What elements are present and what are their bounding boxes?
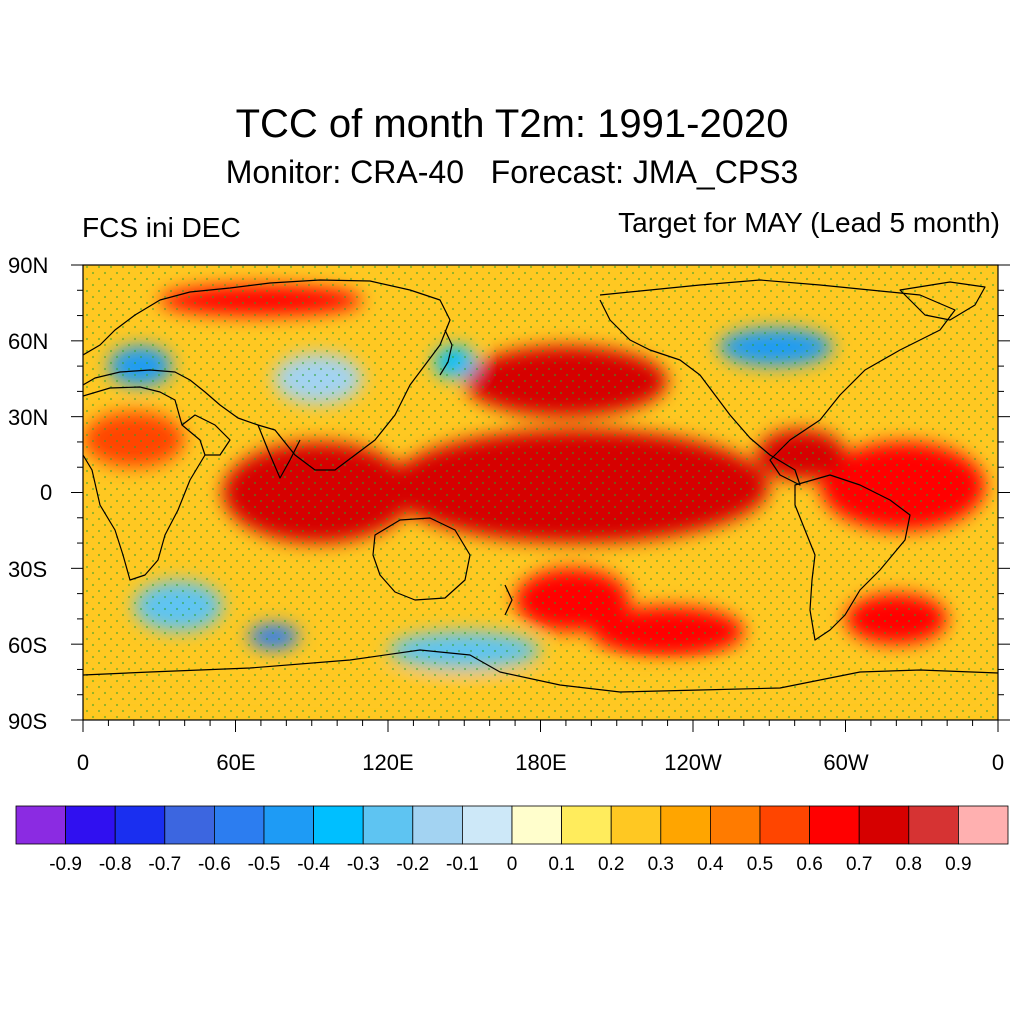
colorbar-swatch	[660, 805, 711, 845]
colorbar-label: -0.7	[148, 854, 182, 875]
colorbar-swatch	[561, 805, 612, 845]
south-america-coastline	[794, 474, 911, 641]
lat-label-equator: 0	[40, 480, 53, 505]
colorbar-swatch	[461, 805, 513, 845]
map-field	[83, 265, 998, 720]
antarctica-coastline	[83, 649, 998, 693]
colorbar-swatch	[511, 805, 562, 845]
colorbar-swatch	[858, 805, 910, 845]
eurasia-coastline	[83, 279, 451, 471]
colorbar-label: -0.6	[198, 854, 231, 875]
chart-subtitle: Monitor: CRA-40 Forecast: JMA_CPS3	[225, 154, 799, 190]
target-label: Target for MAY (Lead 5 month)	[618, 207, 1000, 238]
colorbar-label: -0.5	[247, 854, 281, 875]
colorbar-label: 0.1	[548, 854, 575, 875]
lon-label-120w: 120W	[664, 750, 722, 775]
colorbar-label: 0.6	[796, 854, 823, 875]
colorbar-label: 0.8	[895, 854, 923, 875]
lat-label-60s: 60S	[8, 633, 48, 658]
colorbar-label: 0.5	[746, 854, 774, 875]
chart-title: TCC of month T2m: 1991-2020	[235, 102, 789, 146]
colorbar-label: 0.4	[697, 854, 724, 875]
stipple-layer	[83, 265, 998, 720]
japan-coastline	[439, 329, 453, 376]
colorbar-swatch	[610, 805, 662, 845]
colorbar-swatch	[710, 805, 761, 845]
greenland-coastline	[899, 281, 986, 321]
colorbar-label: -0.4	[297, 854, 330, 875]
australia-coastline	[372, 517, 471, 601]
lon-label-180e: 180E	[515, 750, 567, 775]
colorbar-swatches	[15, 805, 1009, 845]
lon-label-60e: 60E	[216, 750, 256, 775]
colorbar-label: -0.1	[446, 854, 479, 875]
colorbar-label: -0.3	[346, 854, 380, 875]
colorbar-swatch	[759, 805, 810, 845]
colorbar-swatch	[213, 805, 265, 845]
initialization-label: FCS ini DEC	[82, 212, 241, 243]
colorbar-label: -0.8	[98, 854, 132, 875]
arabia-coastline	[181, 414, 231, 456]
colorbar-label: 0.9	[945, 854, 972, 875]
colorbar-swatch	[65, 805, 116, 845]
lat-label-30s: 30S	[8, 557, 48, 582]
axis-ticks	[71, 264, 1010, 732]
colorbar-swatch	[908, 805, 959, 845]
colorbar-label: 0.3	[647, 854, 675, 875]
colorbar-swatch	[263, 805, 314, 845]
colorbar-swatch	[164, 805, 215, 845]
africa-coastline	[83, 386, 206, 581]
lat-label-90s: 90S	[8, 709, 48, 734]
colorbar-swatch	[809, 805, 860, 845]
north-america-coastline	[599, 279, 956, 486]
colorbar-swatch	[313, 805, 364, 845]
colorbar-swatch	[114, 805, 166, 845]
lon-label-360: 0	[991, 750, 1005, 775]
lat-label-90n: 90N	[8, 253, 49, 278]
colorbar-swatch	[362, 805, 414, 845]
colorbar-swatch	[958, 805, 1009, 845]
lon-label-60w: 60W	[823, 750, 869, 775]
india-coastline	[257, 424, 301, 479]
colorbar-label: 0	[506, 854, 518, 875]
colorbar-label: 0.7	[845, 854, 873, 875]
colorbar-label: 0.2	[597, 854, 625, 875]
coastlines	[83, 279, 998, 693]
lat-label-30n: 30N	[8, 405, 49, 430]
colorbar-swatch	[412, 805, 463, 845]
colorbar	[15, 805, 1009, 845]
colorbar-swatch	[15, 805, 66, 845]
new-zealand-coastline	[504, 584, 513, 616]
lat-label-60n: 60N	[8, 329, 49, 354]
correlation-map	[71, 264, 1010, 732]
colorbar-label: -0.2	[396, 854, 430, 875]
colorbar-label: -0.9	[49, 854, 82, 875]
lon-label-0: 0	[76, 750, 90, 775]
lon-label-120e: 120E	[362, 750, 414, 775]
